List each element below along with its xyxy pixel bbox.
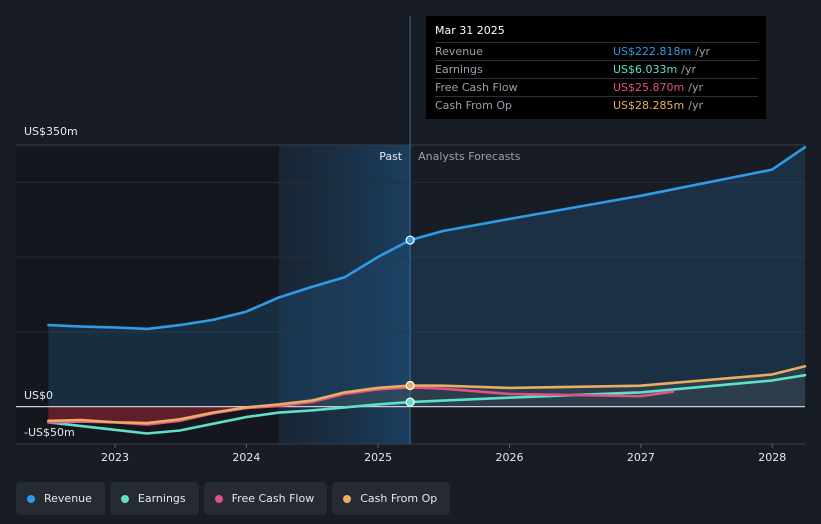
- x-tick-label: 2023: [101, 451, 129, 464]
- legend-item-cash-from-op[interactable]: Cash From Op: [332, 482, 451, 515]
- x-tick-label: 2026: [495, 451, 523, 464]
- tooltip-date: Mar 31 2025: [435, 24, 758, 43]
- past-label: Past: [379, 150, 403, 163]
- marker-revenue: [405, 235, 415, 245]
- tooltip-value: US$6.033m: [613, 63, 678, 76]
- y-label-top: US$350m: [24, 125, 78, 138]
- legend-label: Free Cash Flow: [231, 492, 315, 505]
- tooltip-row-cash-from-op: Cash From Op US$28.285m /yr: [435, 97, 758, 114]
- marker-cash-from-op: [405, 380, 415, 391]
- legend-dot-icon: [27, 494, 35, 503]
- tooltip-unit: /yr: [688, 81, 703, 94]
- tooltip-label: Revenue: [435, 45, 483, 58]
- forecast-label: Analysts Forecasts: [418, 150, 521, 163]
- legend-dot-icon: [120, 494, 129, 503]
- tooltip-unit: /yr: [688, 99, 703, 112]
- revenue-area: [48, 147, 805, 407]
- tooltip-label: Free Cash Flow: [435, 81, 518, 94]
- tooltip-unit: /yr: [695, 45, 710, 58]
- legend-item-free-cash-flow[interactable]: Free Cash Flow: [203, 482, 328, 515]
- legend-item-earnings[interactable]: Earnings: [109, 482, 199, 515]
- legend-item-revenue[interactable]: Revenue: [16, 482, 105, 515]
- legend-dot-icon: [343, 494, 352, 503]
- tooltip: Mar 31 2025 Revenue US$222.818m /yr Earn…: [426, 16, 766, 119]
- legend-label: Earnings: [137, 492, 186, 505]
- tooltip-value: US$222.818m: [613, 45, 692, 58]
- y-label-bottom: -US$50m: [24, 426, 75, 439]
- legend-label: Revenue: [44, 492, 92, 505]
- tooltip-row-revenue: Revenue US$222.818m /yr: [435, 43, 758, 61]
- series-line-revenue: [47, 145, 807, 331]
- tooltip-value: US$28.285m: [613, 99, 685, 112]
- tooltip-row-free-cash-flow: Free Cash Flow US$25.870m /yr: [435, 79, 758, 97]
- tooltip-value: US$25.870m: [613, 81, 685, 94]
- tooltip-unit: /yr: [681, 63, 696, 76]
- series-line-cash-from-op: [47, 365, 807, 425]
- tooltip-row-earnings: Earnings US$6.033m /yr: [435, 61, 758, 79]
- past-region: [16, 145, 279, 444]
- x-tick-label: 2028: [758, 451, 786, 464]
- tooltip-label: Cash From Op: [435, 99, 513, 112]
- x-tick-label: 2024: [232, 451, 260, 464]
- x-tick-label: 2027: [627, 451, 655, 464]
- legend-label: Cash From Op: [360, 492, 438, 505]
- y-label-zero: US$0: [24, 389, 54, 402]
- x-tick-label: 2025: [364, 451, 392, 464]
- legend: Revenue Earnings Free Cash Flow Cash Fro…: [16, 482, 451, 515]
- negative-cashflow-area: [48, 404, 279, 424]
- tooltip-label: Earnings: [435, 63, 483, 76]
- legend-dot-icon: [214, 494, 223, 503]
- marker-earnings: [405, 397, 415, 407]
